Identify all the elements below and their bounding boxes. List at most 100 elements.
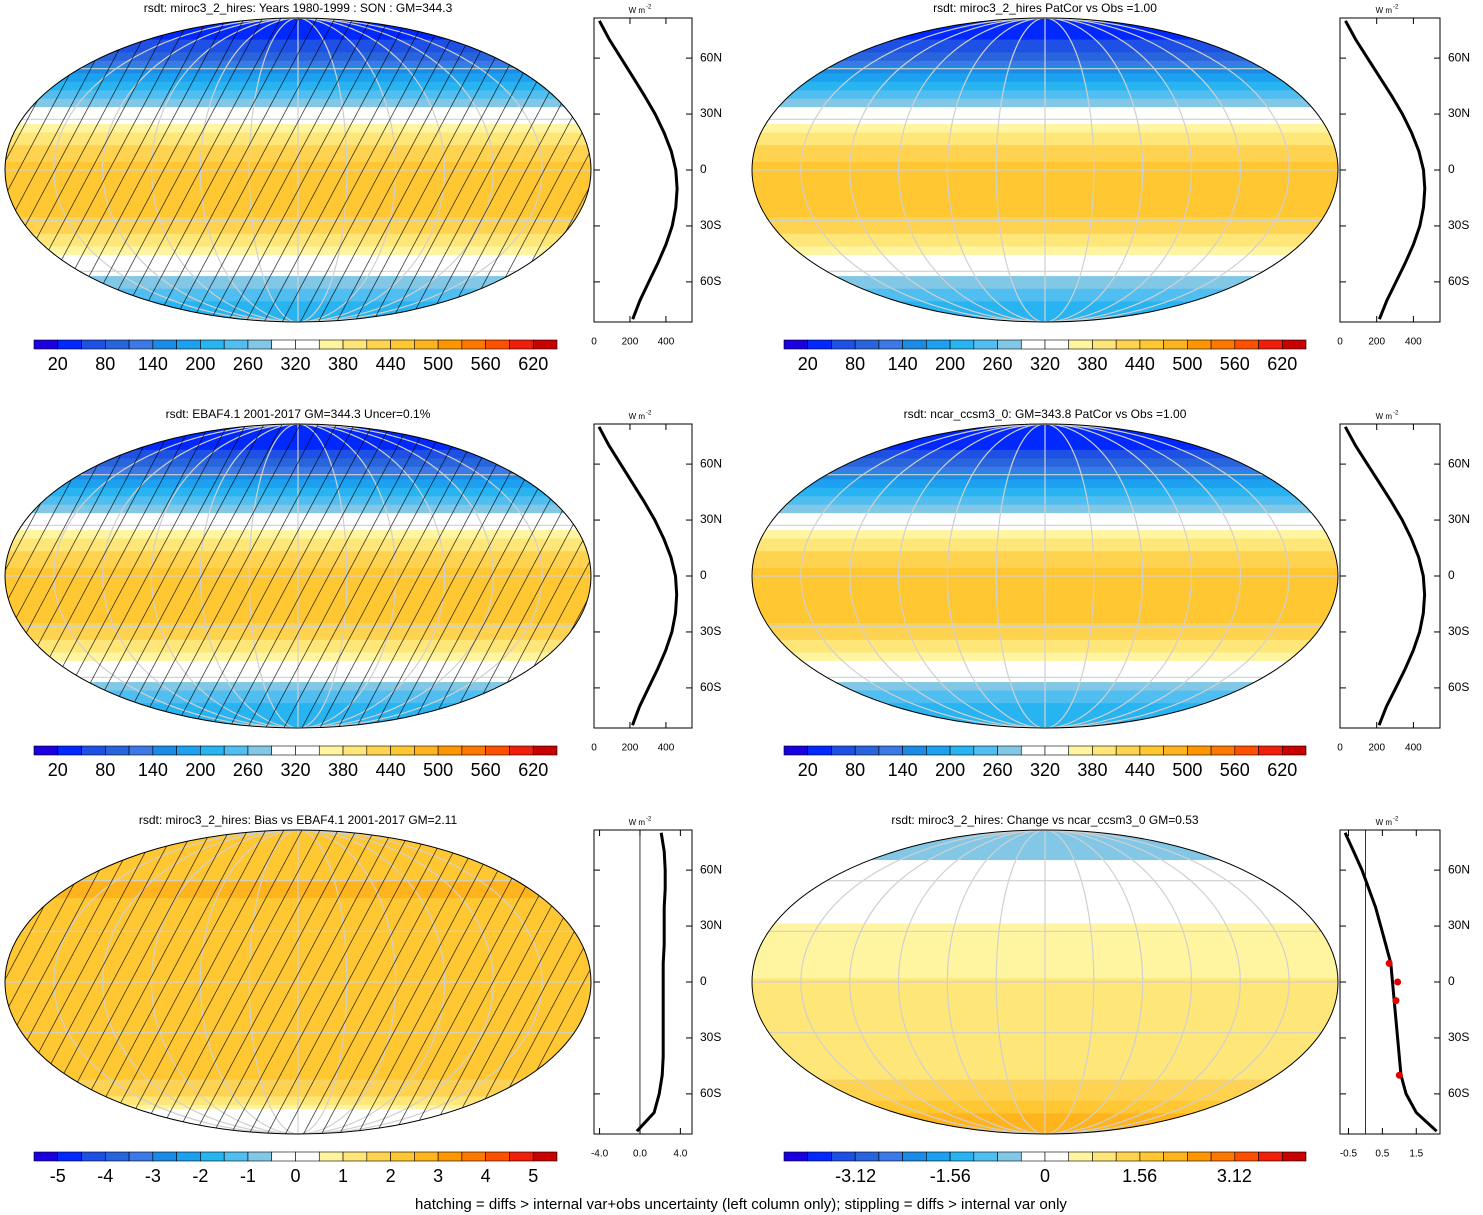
colorbar-box [1068, 1151, 1093, 1162]
colorbar-tick-label: 200 [935, 354, 965, 374]
panel-title: rsdt: miroc3_2_hires: Years 1980-1999 : … [144, 1, 453, 15]
colorbar-box [783, 745, 809, 756]
colorbar-box [366, 745, 391, 756]
meridian [800, 424, 1290, 728]
meridian [995, 18, 1095, 322]
colorbar-box [176, 745, 201, 756]
colorbar-box [1187, 745, 1212, 756]
y-tick-label: 60S [1448, 274, 1469, 288]
profile-point [1395, 1071, 1403, 1079]
colorbar-tick-label: 1.56 [1122, 1166, 1157, 1186]
x-unit: W m [1376, 412, 1393, 421]
colorbar-tick-label: 500 [423, 354, 453, 374]
colorbar-box [390, 339, 415, 350]
y-tick-label: 30S [1448, 218, 1469, 232]
colorbar-box [1092, 745, 1117, 756]
profile-line [1343, 426, 1427, 726]
map-border [4, 423, 592, 729]
hatching [5, 424, 591, 728]
meridian [800, 18, 1290, 322]
colorbar-box [1020, 1151, 1046, 1162]
x-tick-label: 200 [1368, 337, 1385, 348]
colorbar-box [831, 339, 856, 350]
colorbar-tick-label: 620 [1267, 760, 1297, 780]
colorbar-box [271, 339, 296, 350]
colorbar-tick-label: 380 [328, 354, 358, 374]
meridian [946, 830, 1144, 1134]
y-tick-label: 30N [700, 918, 722, 932]
colorbar-tick-label: 20 [798, 354, 818, 374]
colorbar-box [1210, 745, 1236, 756]
x-tick-label: 200 [622, 337, 639, 348]
colorbar-tick-label: 560 [1220, 354, 1250, 374]
colorbar-box [105, 1151, 130, 1162]
colorbar-box [973, 339, 998, 350]
colorbar-tick-label: 440 [376, 354, 406, 374]
profile-point [1392, 997, 1400, 1005]
colorbar-tick-label: -5 [50, 1166, 66, 1186]
colorbar-box [152, 339, 177, 350]
colorbar-box [390, 745, 415, 756]
x-tick-label: 1.5 [1409, 1149, 1423, 1160]
map [5, 424, 591, 728]
colorbar-tick-label: 5 [528, 1166, 538, 1186]
y-tick-label: 60N [1448, 50, 1470, 64]
colorbar-box [1020, 745, 1046, 756]
colorbar-tick-label: 20 [48, 760, 68, 780]
colorbar-box [81, 339, 106, 350]
y-tick-label: 0 [700, 162, 707, 176]
colorbar-box [902, 1151, 927, 1162]
y-tick-label: 30S [1448, 1030, 1469, 1044]
meridian [800, 830, 1290, 1134]
colorbar-tick-label: 380 [1077, 354, 1107, 374]
colorbar-tick-label: 440 [376, 760, 406, 780]
colorbar-tick-label: 140 [138, 760, 168, 780]
colorbar-tick-label: 140 [138, 354, 168, 374]
colorbar-box [926, 1151, 951, 1162]
colorbar-box [318, 339, 344, 350]
colorbar-box [532, 1151, 558, 1162]
y-tick-label: 30S [700, 624, 721, 638]
colorbar-box [1163, 745, 1188, 756]
colorbar-box [342, 1151, 368, 1162]
colorbar-box [57, 745, 82, 756]
colorbar-tick-label: 320 [1030, 354, 1060, 374]
colorbar-tick-label: 80 [845, 354, 865, 374]
y-tick-label: 30N [1448, 512, 1470, 526]
x-unit-exponent: -2 [646, 5, 652, 11]
colorbar-tick-label: -1.56 [930, 1166, 971, 1186]
colorbar-box [295, 339, 320, 350]
hatching [5, 830, 591, 1134]
colorbar-tick-label: 200 [935, 760, 965, 780]
x-tick-label: 400 [658, 743, 675, 754]
colorbar-box [532, 745, 558, 756]
x-unit: W m [1376, 818, 1393, 827]
y-tick-label: 30N [700, 106, 722, 120]
colorbar-box [1044, 745, 1070, 756]
x-tick-label: 0 [1337, 743, 1343, 754]
colorbar-box [390, 1151, 415, 1162]
colorbar-box [223, 745, 249, 756]
profile-line [1343, 832, 1438, 1133]
colorbar-box [1210, 1151, 1236, 1162]
colorbar-tick-label: 20 [798, 760, 818, 780]
colorbar-box [1210, 339, 1236, 350]
colorbar-box [414, 745, 439, 756]
map-border [751, 17, 1339, 323]
x-tick-label: 200 [1368, 743, 1385, 754]
colorbar-box [414, 1151, 439, 1162]
colorbar-box [831, 745, 856, 756]
colorbar-box [878, 745, 903, 756]
profile-frame [593, 423, 693, 729]
colorbar-box [81, 745, 106, 756]
colorbar-tick-label: 320 [280, 760, 310, 780]
colorbar-box [33, 745, 59, 756]
map [752, 830, 1338, 1134]
y-tick-label: 30S [700, 218, 721, 232]
colorbar-box [1139, 1151, 1164, 1162]
colorbar-tick-label: 260 [233, 354, 263, 374]
colorbar-box [200, 1151, 225, 1162]
y-tick-label: 0 [1448, 162, 1455, 176]
profile-frame [1339, 423, 1441, 729]
colorbar-box [1092, 339, 1117, 350]
